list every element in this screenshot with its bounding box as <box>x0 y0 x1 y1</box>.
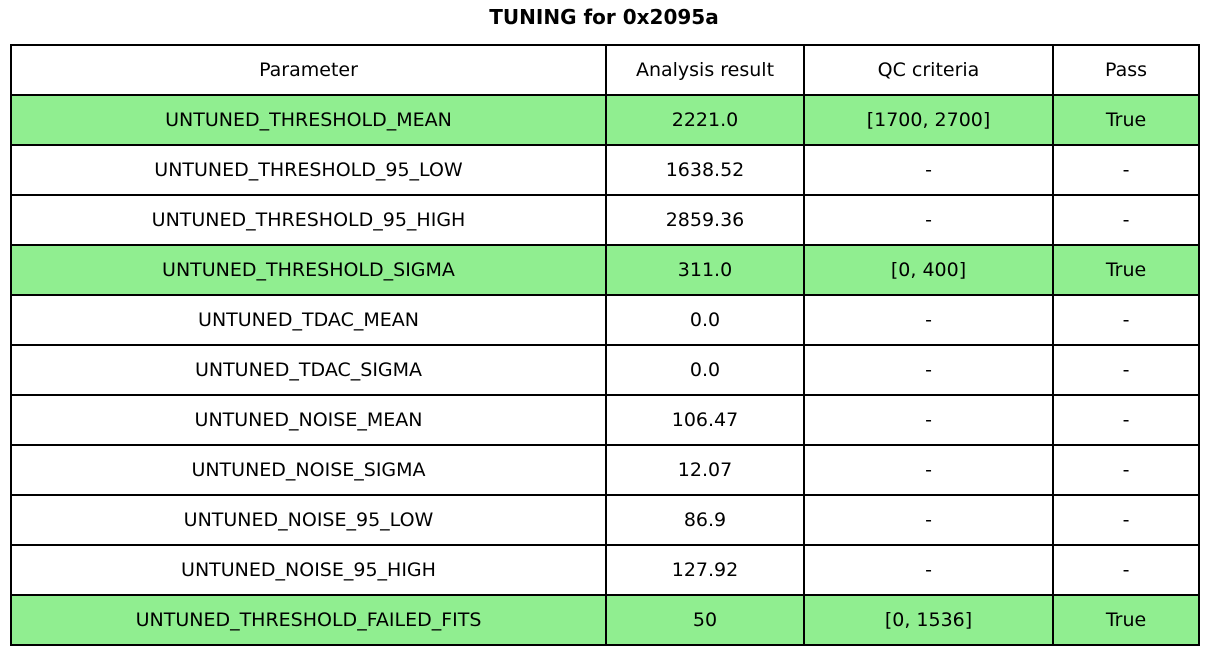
column-header-analysis-result: Analysis result <box>605 44 805 96</box>
analysis-result-cell: 0.0 <box>605 294 805 346</box>
table-row: UNTUNED_THRESHOLD_95_LOW 1638.52- - <box>10 144 1200 196</box>
table-row: UNTUNED_NOISE_95_HIGH 127.92- - <box>10 544 1200 596</box>
pass-cell: True <box>1052 594 1200 646</box>
table-row: UNTUNED_NOISE_95_LOW 86.9- - <box>10 494 1200 546</box>
table-row: UNTUNED_THRESHOLD_SIGMA 311.0 [0, 400] True <box>10 244 1200 296</box>
qc-criteria-cell: - <box>803 144 1054 196</box>
qc-criteria-cell: [1700, 2700] <box>803 94 1054 146</box>
pass-cell: - <box>1052 344 1200 396</box>
analysis-result-cell: 12.07 <box>605 444 805 496</box>
qc-criteria-cell: - <box>803 444 1054 496</box>
parameter-cell: UNTUNED_THRESHOLD_SIGMA <box>10 244 607 296</box>
table-row: UNTUNED_THRESHOLD_MEAN 2221.0 [1700, 2700]… <box>10 94 1200 146</box>
table-row: UNTUNED_THRESHOLD_FAILED_FITS 50 [0, 1536]… <box>10 594 1200 646</box>
analysis-result-cell: 50 <box>605 594 805 646</box>
parameter-cell: UNTUNED_THRESHOLD_95_LOW <box>10 144 607 196</box>
column-header-qc-criteria: QC criteria <box>803 44 1054 96</box>
qc-criteria-cell: - <box>803 294 1054 346</box>
pass-cell: - <box>1052 194 1200 246</box>
pass-cell: - <box>1052 544 1200 596</box>
table-row: UNTUNED_NOISE_SIGMA 12.07- - <box>10 444 1200 496</box>
qc-criteria-cell: - <box>803 494 1054 546</box>
header-row: Parameter Analysis result QC criteria Pass <box>10 44 1200 96</box>
parameter-cell: UNTUNED_THRESHOLD_MEAN <box>10 94 607 146</box>
analysis-result-cell: 127.92 <box>605 544 805 596</box>
analysis-result-cell: 2221.0 <box>605 94 805 146</box>
pass-cell: True <box>1052 94 1200 146</box>
parameter-cell: UNTUNED_TDAC_MEAN <box>10 294 607 346</box>
table-body: UNTUNED_THRESHOLD_MEAN 2221.0 [1700, 2700]… <box>10 94 1200 646</box>
pass-cell: - <box>1052 494 1200 546</box>
table-row: UNTUNED_TDAC_SIGMA 0.0- - <box>10 344 1200 396</box>
analysis-result-cell: 106.47 <box>605 394 805 446</box>
parameter-cell: UNTUNED_NOISE_95_LOW <box>10 494 607 546</box>
table-row: UNTUNED_NOISE_MEAN 106.47- - <box>10 394 1200 446</box>
pass-cell: - <box>1052 294 1200 346</box>
column-header-pass: Pass <box>1052 44 1200 96</box>
table-row: UNTUNED_THRESHOLD_95_HIGH 2859.36- - <box>10 194 1200 246</box>
analysis-result-cell: 2859.36 <box>605 194 805 246</box>
pass-cell: - <box>1052 394 1200 446</box>
parameter-cell: UNTUNED_NOISE_MEAN <box>10 394 607 446</box>
parameter-cell: UNTUNED_TDAC_SIGMA <box>10 344 607 396</box>
qc-criteria-cell: [0, 1536] <box>803 594 1054 646</box>
pass-cell: - <box>1052 444 1200 496</box>
parameter-cell: UNTUNED_THRESHOLD_95_HIGH <box>10 194 607 246</box>
analysis-result-cell: 1638.52 <box>605 144 805 196</box>
parameter-cell: UNTUNED_NOISE_95_HIGH <box>10 544 607 596</box>
parameter-cell: UNTUNED_NOISE_SIGMA <box>10 444 607 496</box>
table-header: Parameter Analysis result QC criteria Pass <box>10 44 1200 96</box>
qc-criteria-cell: - <box>803 344 1054 396</box>
analysis-result-cell: 311.0 <box>605 244 805 296</box>
analysis-result-cell: 86.9 <box>605 494 805 546</box>
qc-criteria-cell: - <box>803 394 1054 446</box>
column-header-parameter: Parameter <box>10 44 607 96</box>
qc-criteria-cell: - <box>803 194 1054 246</box>
qc-criteria-cell: [0, 400] <box>803 244 1054 296</box>
page-title: TUNING for 0x2095a <box>489 5 719 29</box>
table-row: UNTUNED_TDAC_MEAN 0.0- - <box>10 294 1200 346</box>
analysis-result-cell: 0.0 <box>605 344 805 396</box>
pass-cell: True <box>1052 244 1200 296</box>
qc-results-table: Parameter Analysis result QC criteria Pass … <box>10 44 1200 646</box>
qc-criteria-cell: - <box>803 544 1054 596</box>
parameter-cell: UNTUNED_THRESHOLD_FAILED_FITS <box>10 594 607 646</box>
pass-cell: - <box>1052 144 1200 196</box>
